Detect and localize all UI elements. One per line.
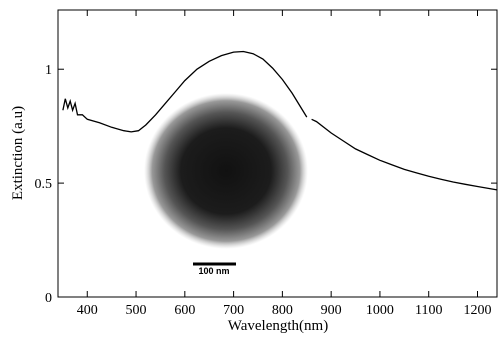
x-tick-label: 600: [174, 303, 195, 318]
y-axis-title: Extinction (a.u): [10, 106, 26, 200]
chart: 100 nm Wavelength(nm) Extinction (a.u) 4…: [0, 0, 499, 336]
x-tick-label: 1100: [415, 303, 442, 318]
y-tick-label: 0.5: [35, 177, 53, 192]
scale-label: 100 nm: [198, 266, 229, 276]
x-tick-label: 500: [126, 303, 147, 318]
x-tick-label: 1000: [366, 303, 394, 318]
inset-image: [144, 93, 308, 249]
x-tick-label: 400: [77, 303, 98, 318]
x-tick-label: 800: [272, 303, 293, 318]
x-tick-label: 1200: [463, 303, 491, 318]
x-tick-label: 900: [321, 303, 342, 318]
y-tick-label: 0: [45, 291, 52, 306]
y-tick-label: 1: [45, 63, 52, 78]
x-axis-title: Wavelength(nm): [228, 318, 328, 334]
x-tick-label: 700: [223, 303, 244, 318]
